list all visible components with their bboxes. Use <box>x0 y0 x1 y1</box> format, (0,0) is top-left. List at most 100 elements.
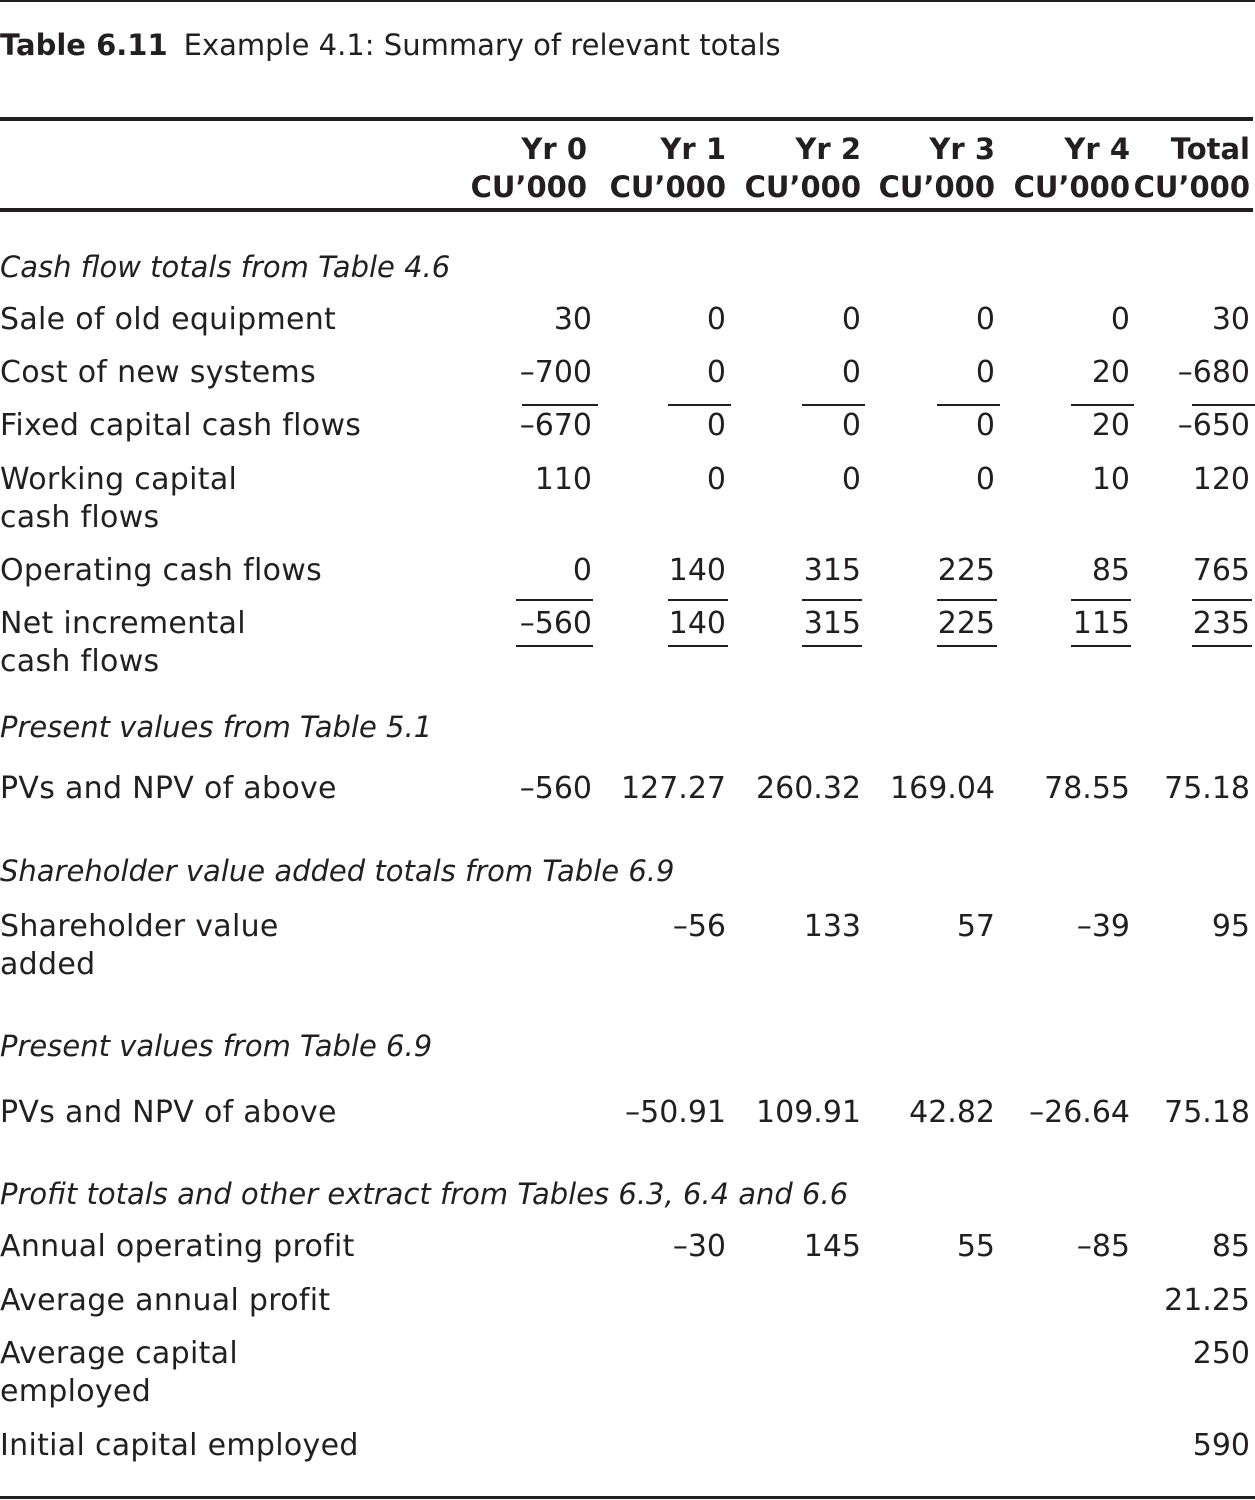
cell-yr4: –85 <box>1076 1229 1130 1264</box>
cell-yr2: 0 <box>841 462 861 497</box>
cell-yr4: –26.64 <box>1029 1095 1130 1130</box>
subtotal-underline <box>937 645 997 647</box>
section-heading-sva: Shareholder value added totals from Tabl… <box>0 854 675 888</box>
header-bottom-rule <box>0 208 1253 212</box>
table-number: Table 6.11 <box>0 28 168 62</box>
row-label: Working capital cash flows <box>0 462 238 535</box>
cell-yr1: 0 <box>706 462 726 497</box>
subtotal-underline <box>1192 404 1255 406</box>
cell-yr3: 0 <box>975 462 995 497</box>
subtotal-underline <box>1192 645 1252 647</box>
top-rule <box>0 0 1255 2</box>
subtotal-underline <box>802 404 865 406</box>
row-label: Fixed capital cash flows <box>0 408 362 443</box>
row-label: Average capital employed <box>0 1336 238 1409</box>
row-label: Sale of old equipment <box>0 302 337 337</box>
cell-yr4: 115 <box>1072 606 1130 641</box>
cell-yr3: 225 <box>937 606 995 641</box>
subtotal-underline <box>522 404 598 406</box>
cell-yr1: 0 <box>706 355 726 390</box>
subtotal-underline <box>668 404 731 406</box>
subtotal-underline <box>802 599 862 601</box>
row-label: Average annual profit <box>0 1283 331 1318</box>
cell-total: 590 <box>1192 1428 1250 1463</box>
column-header-yr2: Yr 2 CU’000 <box>744 132 861 204</box>
cell-yr3: 55 <box>956 1229 995 1264</box>
cell-yr0: –560 <box>519 771 592 806</box>
row-label: Net incremental cash flows <box>0 606 246 679</box>
cell-total: 75.18 <box>1164 771 1250 806</box>
cell-yr2: 0 <box>841 355 861 390</box>
cell-yr0: 30 <box>553 302 592 337</box>
subtotal-underline <box>937 404 1000 406</box>
cell-yr4: 20 <box>1091 355 1130 390</box>
subtotal-underline <box>668 645 728 647</box>
header-top-rule <box>0 117 1253 121</box>
table-caption: Table 6.11 Example 4.1: Summary of releva… <box>0 28 781 62</box>
cell-yr4: 78.55 <box>1044 771 1130 806</box>
section-heading-cash-flow: Cash flow totals from Table 4.6 <box>0 250 451 284</box>
subtotal-underline <box>516 599 593 601</box>
row-label: Cost of new systems <box>0 355 317 390</box>
column-header-yr0: Yr 0 CU’000 <box>470 132 587 204</box>
cell-yr1: 0 <box>706 302 726 337</box>
cell-total: 765 <box>1192 553 1250 588</box>
cell-yr0: –560 <box>519 606 592 641</box>
section-heading-pv-table-6-9: Present values from Table 6.9 <box>0 1029 433 1063</box>
cell-total: 85 <box>1211 1229 1250 1264</box>
cell-yr2: 145 <box>803 1229 861 1264</box>
cell-yr1: –30 <box>672 1229 726 1264</box>
subtotal-underline <box>1071 404 1134 406</box>
cell-total: –680 <box>1177 355 1250 390</box>
subtotal-underline <box>1192 599 1252 601</box>
cell-yr3: 0 <box>975 302 995 337</box>
cell-yr0: 110 <box>534 462 592 497</box>
cell-yr4: –39 <box>1076 909 1130 944</box>
table-title: Example 4.1: Summary of relevant totals <box>183 28 781 62</box>
cell-yr3: 0 <box>975 408 995 443</box>
row-label: Shareholder value added <box>0 909 279 982</box>
cell-total: 250 <box>1192 1336 1250 1371</box>
cell-yr1: 140 <box>668 606 726 641</box>
cell-yr1: –56 <box>672 909 726 944</box>
cell-yr1: –50.91 <box>625 1095 726 1130</box>
cell-yr2: 0 <box>841 302 861 337</box>
column-header-yr4: Yr 4 CU’000 <box>1013 132 1130 204</box>
cell-total: 95 <box>1211 909 1250 944</box>
subtotal-underline <box>1071 599 1131 601</box>
column-header-yr1: Yr 1 CU’000 <box>609 132 726 204</box>
cell-yr2: 133 <box>803 909 861 944</box>
subtotal-underline <box>516 645 593 647</box>
cell-yr0: 0 <box>572 553 592 588</box>
cell-yr3: 225 <box>937 553 995 588</box>
cell-yr3: 57 <box>956 909 995 944</box>
cell-yr3: 169.04 <box>890 771 995 806</box>
cell-yr2: 0 <box>841 408 861 443</box>
bottom-rule <box>0 1496 1255 1499</box>
row-label: Annual operating profit <box>0 1229 355 1264</box>
section-heading-profit: Profit totals and other extract from Tab… <box>0 1177 849 1211</box>
cell-yr2: 315 <box>803 606 861 641</box>
cell-total: 30 <box>1211 302 1250 337</box>
cell-yr2: 315 <box>803 553 861 588</box>
cell-yr3: 42.82 <box>909 1095 995 1130</box>
cell-yr1: 140 <box>668 553 726 588</box>
cell-yr4: 0 <box>1110 302 1130 337</box>
section-heading-pv-table-5-1: Present values from Table 5.1 <box>0 710 433 744</box>
subtotal-underline <box>668 599 728 601</box>
row-label: PVs and NPV of above <box>0 1095 337 1130</box>
cell-yr2: 109.91 <box>756 1095 861 1130</box>
row-label: PVs and NPV of above <box>0 771 337 806</box>
cell-total: 75.18 <box>1164 1095 1250 1130</box>
column-header-yr3: Yr 3 CU’000 <box>878 132 995 204</box>
subtotal-underline <box>937 599 997 601</box>
cell-yr4: 20 <box>1091 408 1130 443</box>
row-label: Initial capital employed <box>0 1428 359 1463</box>
cell-yr0: –700 <box>519 355 592 390</box>
cell-total: 21.25 <box>1164 1283 1250 1318</box>
cell-total: 235 <box>1192 606 1250 641</box>
cell-yr0: –670 <box>519 408 592 443</box>
cell-yr4: 85 <box>1091 553 1130 588</box>
cell-total: –650 <box>1177 408 1250 443</box>
subtotal-underline <box>802 645 862 647</box>
